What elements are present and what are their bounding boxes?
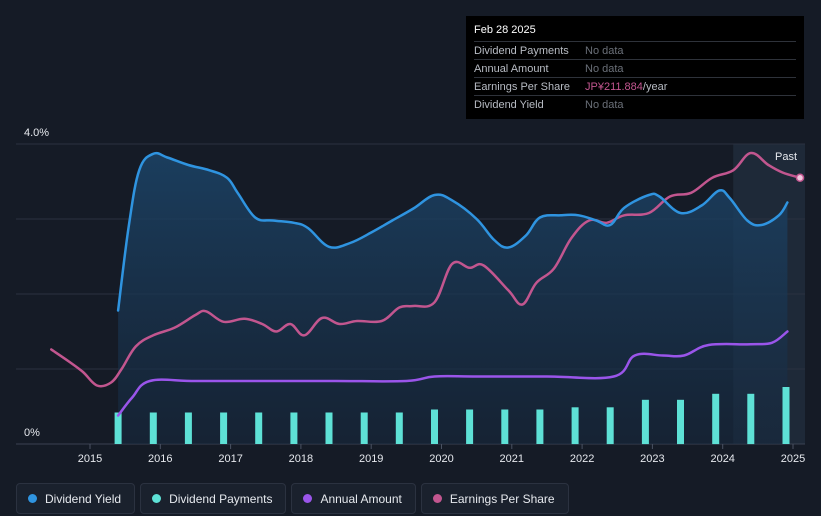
legend-item-earnings-per-share[interactable]: Earnings Per Share — [420, 483, 569, 514]
tooltip-value: No data — [585, 44, 624, 57]
dividend-payment-bar[interactable] — [677, 399, 684, 445]
tooltip-row-earnings-per-share: Earnings Per Share JP¥211.884/year — [474, 77, 796, 95]
x-tick-label: 2015 — [78, 453, 102, 465]
dividend-yield-line[interactable] — [116, 151, 789, 312]
x-tick-label: 2020 — [429, 453, 453, 465]
dividend-payment-bar[interactable] — [149, 412, 157, 445]
x-tick-label: 2022 — [570, 453, 594, 465]
dividend-payment-bar[interactable] — [641, 399, 649, 445]
dividend-payment-bar[interactable] — [220, 412, 228, 445]
tooltip-label: Annual Amount — [474, 62, 549, 75]
legend-label: Annual Amount — [320, 491, 402, 506]
tooltip-row-dividend-payments: Dividend Payments No data — [474, 41, 796, 59]
data-tooltip: Feb 28 2025 Dividend Payments No data An… — [466, 16, 804, 119]
past-label: Past — [775, 151, 797, 163]
x-tick-label: 2019 — [359, 453, 383, 465]
tooltip-label: Dividend Yield — [474, 98, 544, 111]
dividend-payment-bar[interactable] — [747, 393, 755, 445]
tooltip-value: No data — [585, 98, 624, 111]
chart-legend: Dividend Yield Dividend Payments Annual … — [16, 483, 569, 515]
tooltip-value: JP¥211.884 — [585, 80, 643, 93]
dividend-payment-bars — [114, 387, 790, 445]
eps-end-marker[interactable] — [795, 173, 805, 183]
legend-item-dividend-payments[interactable]: Dividend Payments — [140, 483, 287, 514]
x-tick-label: 2024 — [710, 453, 734, 465]
legend-label: Dividend Yield — [45, 491, 122, 506]
tooltip-unit: /year — [642, 80, 668, 93]
dividend-yield-area — [118, 153, 788, 445]
legend-label: Dividend Payments — [169, 491, 273, 506]
legend-dot-icon — [303, 494, 313, 503]
legend-item-annual-amount[interactable]: Annual Amount — [291, 483, 416, 514]
dividend-payment-bar[interactable] — [431, 409, 438, 445]
legend-dot-icon — [28, 494, 37, 503]
x-axis: 2015 2016 2017 2018 2019 2020 2021 2022 2023 2024… — [78, 444, 805, 465]
tooltip-date: Feb 28 2025 — [474, 24, 536, 36]
dividend-payment-bar[interactable] — [255, 412, 263, 445]
dividend-payment-bar[interactable] — [114, 412, 122, 445]
tooltip-row-dividend-yield: Dividend Yield No data — [474, 95, 796, 113]
legend-item-dividend-yield[interactable]: Dividend Yield — [16, 483, 136, 514]
dividend-payment-bar[interactable] — [395, 412, 403, 445]
dividend-payment-bar[interactable] — [571, 407, 579, 445]
tooltip-label: Earnings Per Share — [474, 80, 570, 93]
y-axis-bottom-label: 0% — [24, 427, 40, 439]
x-tick-label: 2021 — [500, 453, 524, 465]
dividend-payment-bar[interactable] — [290, 412, 298, 445]
series-lines — [50, 151, 802, 417]
dividend-payment-bar[interactable] — [184, 412, 192, 445]
dividend-payment-bar[interactable] — [782, 387, 790, 444]
x-tick-label: 2025 — [781, 453, 805, 465]
legend-dot-icon — [152, 494, 162, 503]
x-tick-label: 2016 — [148, 453, 172, 465]
dividend-payment-bar[interactable] — [536, 409, 544, 445]
dividend-payment-bar[interactable] — [325, 412, 333, 445]
dividend-payment-bar[interactable] — [606, 407, 614, 445]
dividend-payment-bar[interactable] — [360, 412, 368, 445]
legend-label: Earnings Per Share — [449, 491, 555, 506]
dividend-payment-bar[interactable] — [466, 409, 474, 445]
legend-dot-icon — [432, 494, 442, 503]
y-axis-top-label: 4.0% — [24, 127, 49, 139]
tooltip-row-annual-amount: Annual Amount No data — [474, 59, 796, 77]
x-tick-label: 2017 — [218, 453, 242, 465]
x-tick-label: 2018 — [289, 453, 313, 465]
tooltip-value: No data — [585, 62, 624, 75]
dividend-payment-bar[interactable] — [501, 409, 509, 445]
x-tick-label: 2023 — [640, 453, 664, 465]
tooltip-label: Dividend Payments — [474, 44, 569, 57]
earnings-per-share-line[interactable] — [50, 151, 802, 388]
annual-amount-line[interactable] — [116, 330, 789, 417]
dividend-payment-bar[interactable] — [712, 393, 720, 445]
